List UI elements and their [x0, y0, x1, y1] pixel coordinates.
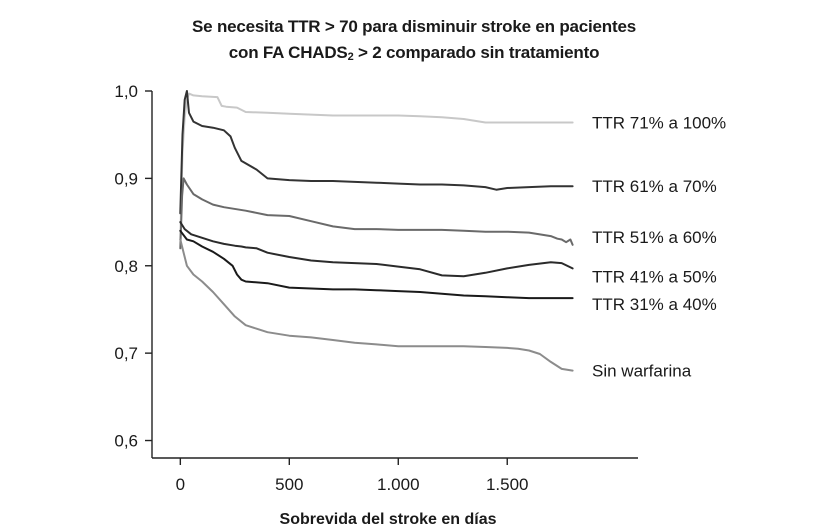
series-line	[179, 221, 574, 278]
x-tick-label: 0	[176, 475, 185, 494]
y-tick-label: 0,8	[114, 257, 138, 276]
series-line	[179, 229, 574, 300]
series-label: TTR 61% a 70%	[592, 177, 717, 196]
chart-title: Se necesita TTR > 70 para disminuir stro…	[0, 14, 828, 70]
y-tick-label: 0,7	[114, 344, 138, 363]
chart-title-line-1: Se necesita TTR > 70 para disminuir stro…	[192, 17, 636, 36]
y-tick-label: 0,9	[114, 169, 138, 188]
series-label: Sin warfarina	[592, 362, 692, 381]
chart-title-line-2: con FA CHADS2 > 2 comparado sin tratamie…	[0, 40, 828, 70]
series-line	[179, 238, 574, 372]
chart-axes: 0,6 0,7 0,8 0,9 1,0 0 500 1.000 1.500	[114, 82, 638, 494]
series-line	[179, 177, 574, 250]
x-tick-label: 1.500	[486, 475, 529, 494]
chart-title-line-2-prefix: con FA CHADS	[228, 43, 348, 62]
y-tick-label: 1,0	[114, 82, 138, 101]
x-tick-label: 1.000	[377, 475, 420, 494]
chart-series-labels: TTR 71% a 100% TTR 61% a 70% TTR 51% a 60%…	[592, 113, 726, 380]
y-tick-label: 0,6	[114, 432, 138, 451]
series-line	[179, 90, 574, 215]
series-line	[179, 92, 574, 241]
chart-title-line-2-suffix: > 2 comparado sin tratamiento	[353, 43, 600, 62]
series-label: TTR 41% a 50%	[592, 267, 717, 286]
series-label: TTR 71% a 100%	[592, 113, 726, 132]
chart-series	[179, 90, 574, 372]
x-tick-label: 500	[275, 475, 303, 494]
series-label: TTR 31% a 40%	[592, 295, 717, 314]
series-label: TTR 51% a 60%	[592, 228, 717, 247]
x-axis-label: Sobrevida del stroke en días	[280, 511, 497, 528]
chart-title-subscript: 2	[347, 51, 354, 63]
